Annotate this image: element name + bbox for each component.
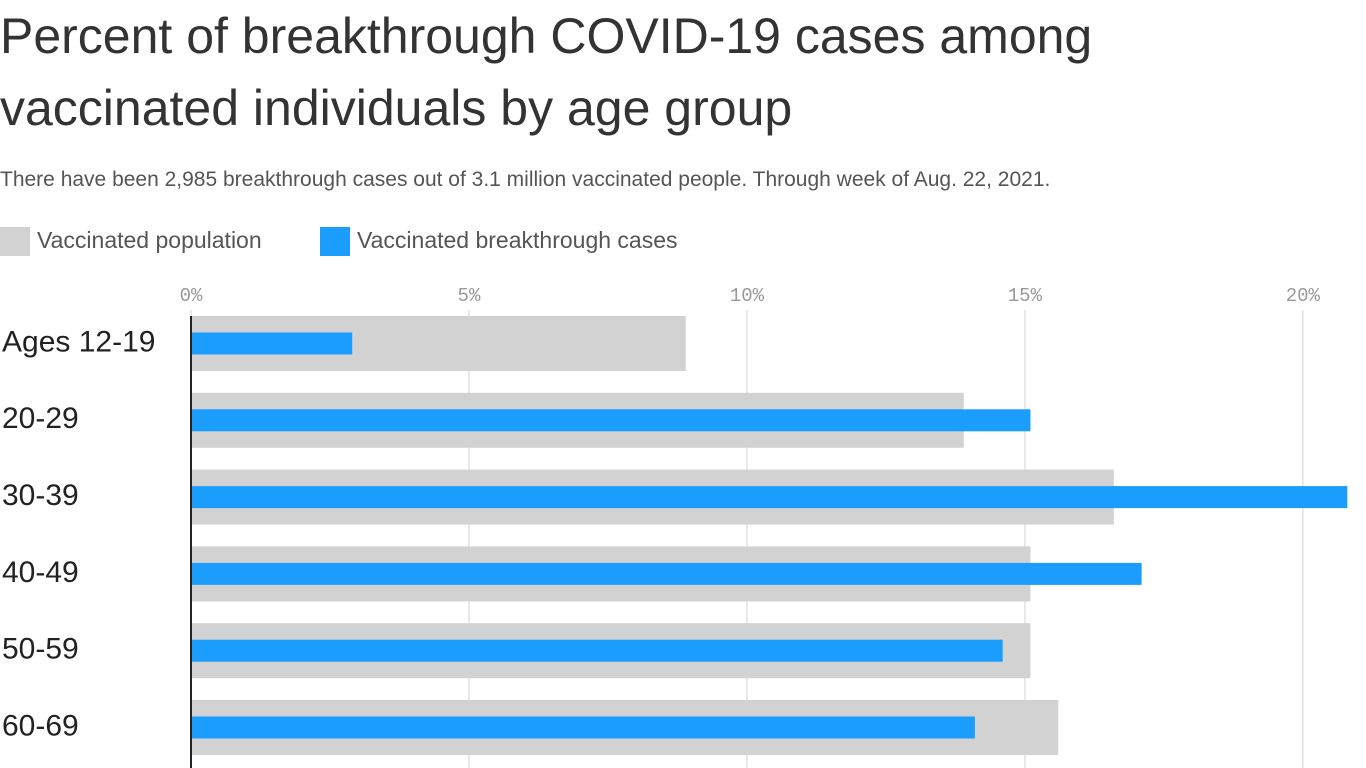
category-label: 30-39 xyxy=(2,479,79,512)
legend-label: Vaccinated population xyxy=(37,227,262,253)
bar xyxy=(191,409,1031,432)
bar xyxy=(191,332,353,355)
x-tick-label: 10% xyxy=(730,285,765,307)
category-label: 60-69 xyxy=(2,709,79,742)
legend-swatch xyxy=(0,227,30,256)
bar xyxy=(191,562,1142,585)
category-label: 40-49 xyxy=(2,556,79,589)
legend-swatch xyxy=(320,227,350,256)
chart-subtitle: There have been 2,985 breakthrough cases… xyxy=(0,168,1051,191)
category-label: Ages 12-19 xyxy=(2,325,155,358)
x-tick-label: 5% xyxy=(458,285,481,307)
category-label: 20-29 xyxy=(2,402,79,435)
x-tick-label: 20% xyxy=(1286,285,1321,307)
bar xyxy=(191,639,1003,662)
x-tick-label: 15% xyxy=(1008,285,1043,307)
category-label: 50-59 xyxy=(2,633,79,666)
x-tick-label: 0% xyxy=(180,285,203,307)
chart-title: Percent of breakthrough COVID-19 cases a… xyxy=(0,8,1093,136)
bar xyxy=(191,716,975,739)
bar xyxy=(191,486,1348,509)
legend-label: Vaccinated breakthrough cases xyxy=(357,227,678,253)
